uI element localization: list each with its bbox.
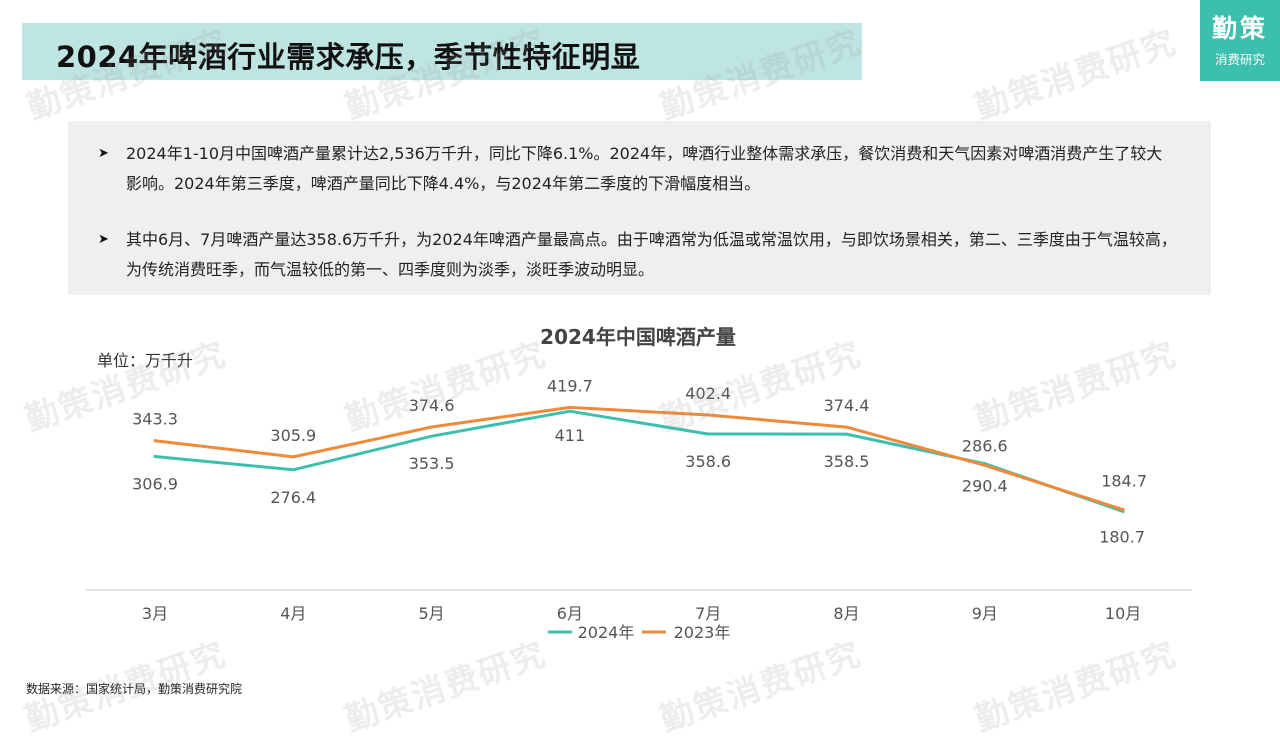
title-band xyxy=(22,23,862,80)
legend-label-2023: 2023年 xyxy=(674,623,731,642)
logo-sub-text: 消费研究 xyxy=(1214,52,1265,67)
data-point xyxy=(291,455,295,459)
summary-bullet-text: 2024年1-10月中国啤酒产量累计达2,536万千升，同比下降6.1%。202… xyxy=(126,144,1163,193)
unit-label: 单位：万千升 xyxy=(97,351,194,370)
summary-box: ➤ 2024年1-10月中国啤酒产量累计达2,536万千升，同比下降6.1%。2… xyxy=(68,121,1211,295)
summary-bullet: ➤ 其中6月、7月啤酒产量达358.6万千升，为2024年啤酒产量最高点。由于啤… xyxy=(98,225,1178,285)
data-label-2024: 290.4 xyxy=(962,477,1008,496)
data-point xyxy=(568,409,572,413)
logo-main-text: 勤策 xyxy=(1211,14,1268,43)
data-label-2023: 184.7 xyxy=(1101,472,1147,491)
data-label-2023: 419.7 xyxy=(547,376,593,395)
source-note: 数据来源：国家统计局，勤策消费研究院 xyxy=(26,682,243,696)
data-label-2024: 353.5 xyxy=(409,454,455,473)
summary-bullet: ➤ 2024年1-10月中国啤酒产量累计达2,536万千升，同比下降6.1%。2… xyxy=(98,139,1178,199)
data-label-2023: 374.4 xyxy=(824,396,870,415)
data-label-2024: 180.7 xyxy=(1099,527,1145,546)
data-label-2023: 374.6 xyxy=(409,396,455,415)
data-point xyxy=(845,432,848,436)
data-point xyxy=(706,413,710,417)
data-point xyxy=(291,468,295,472)
x-tick-label: 6月 xyxy=(557,604,583,623)
data-label-2024: 276.4 xyxy=(270,488,316,507)
data-point xyxy=(430,425,434,429)
legend-label-2024: 2024年 xyxy=(578,623,635,642)
data-point xyxy=(153,454,157,458)
arrow-bullet-icon: ➤ xyxy=(98,232,109,247)
x-tick-label: 5月 xyxy=(419,604,445,623)
x-tick-label: 4月 xyxy=(280,604,306,623)
x-tick-label: 8月 xyxy=(833,604,859,623)
data-label-2023: 286.6 xyxy=(962,436,1008,455)
data-label-2024: 411 xyxy=(555,426,586,445)
data-point xyxy=(568,405,572,409)
page-title: 2024年啤酒行业需求承压，季节性特征明显 xyxy=(56,40,641,74)
data-point xyxy=(1121,508,1125,512)
data-label-2024: 358.6 xyxy=(685,452,731,471)
data-point xyxy=(983,463,987,467)
brand-logo: 勤策 消费研究 xyxy=(1200,0,1280,81)
chart-title: 2024年中国啤酒产量 xyxy=(540,325,736,349)
x-tick-label: 7月 xyxy=(695,604,721,623)
summary-bullet-text: 其中6月、7月啤酒产量达358.6万千升，为2024年啤酒产量最高点。由于啤酒常… xyxy=(126,230,1177,279)
data-point xyxy=(430,434,434,438)
x-tick-label: 3月 xyxy=(142,604,168,623)
series-line-2023年 xyxy=(153,405,1125,512)
x-tick-label: 9月 xyxy=(972,604,998,623)
data-label-2024: 306.9 xyxy=(132,474,178,493)
line-chart: 2024年中国啤酒产量 3月 4月 5月 6月 7月 8月 9月 10月 343.3 305.9 37… xyxy=(86,325,1192,642)
data-point xyxy=(153,439,157,443)
data-label-2023: 305.9 xyxy=(270,426,316,445)
data-point xyxy=(706,432,710,436)
arrow-bullet-icon: ➤ xyxy=(98,146,109,161)
data-label-2023: 402.4 xyxy=(685,384,731,403)
x-tick-label: 10月 xyxy=(1105,604,1141,623)
data-label-2024: 358.5 xyxy=(824,452,870,471)
data-point xyxy=(845,425,848,429)
data-label-2023: 343.3 xyxy=(132,410,178,429)
